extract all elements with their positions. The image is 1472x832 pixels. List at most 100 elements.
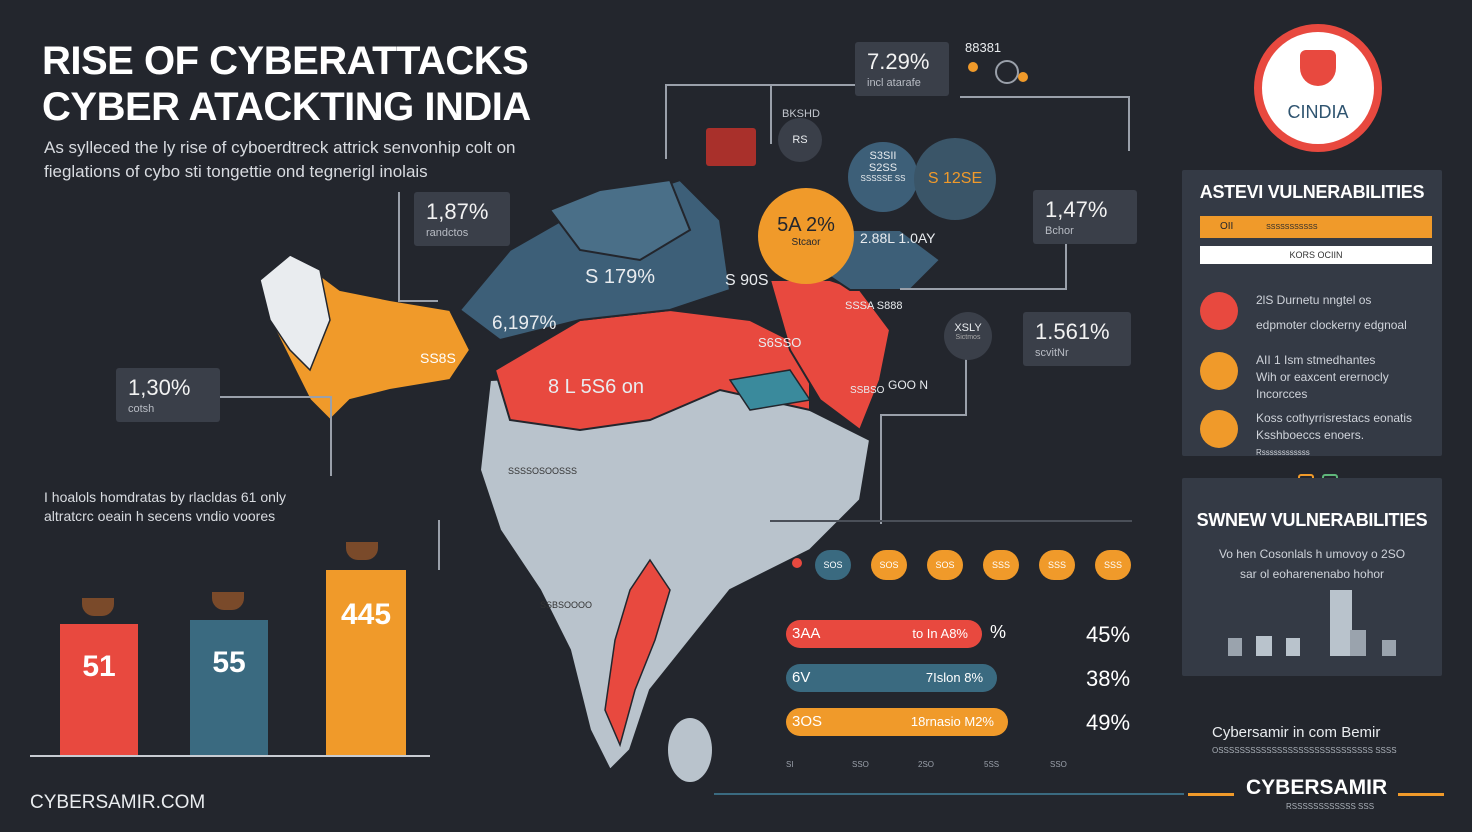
gooh-label: GOO N bbox=[888, 378, 929, 392]
subtitle-line-1: As sylleced the ly rise of cyboerdtreck … bbox=[44, 138, 516, 157]
tab-white[interactable]: KORS OCIIN bbox=[1200, 246, 1432, 264]
dots-row-item: SOS bbox=[815, 550, 851, 580]
progress-bar: 6V 7Islon 8% bbox=[786, 664, 997, 692]
callout-right-upper-value: 1,47% bbox=[1045, 197, 1108, 222]
bubble-left-line-1: S3SII bbox=[869, 150, 897, 162]
footer-url[interactable]: CYBERSAMIR.COM bbox=[30, 792, 206, 813]
title-line-2: CYBER ATACKTING INDIA bbox=[42, 85, 531, 129]
callout-right-upper-label: Bchor bbox=[1045, 225, 1074, 237]
callout-left-upper-label: randctos bbox=[426, 227, 469, 239]
tab-orange-sub: SSSSSSSSSSS bbox=[1266, 224, 1318, 231]
footer-tagline: Cybersamir in com Bemir bbox=[1212, 724, 1381, 741]
map-label-1: S 179% bbox=[585, 266, 656, 288]
mid-circle: RS bbox=[778, 118, 822, 162]
axis-tick: 2SO bbox=[918, 760, 935, 769]
vuln-bug-icon-1 bbox=[1200, 292, 1238, 330]
dots-row: SOS SOS SOS SSS SSS SSS bbox=[815, 548, 1135, 582]
mini-bar-6 bbox=[1382, 640, 1396, 656]
dots-row-item: SSS bbox=[1039, 550, 1075, 580]
plant-pot-icon-2 bbox=[212, 592, 244, 610]
logo-text: CINDIA bbox=[1287, 102, 1349, 122]
bar-3: 445 bbox=[326, 570, 406, 756]
axis-tick: SI bbox=[786, 760, 794, 769]
orange-bubble-sub: Stcaor bbox=[791, 237, 821, 248]
bar-caption-line-2: altratcrc oeain h secens vndio voores bbox=[44, 508, 276, 524]
map-label-center: SSSSOSOOSSS bbox=[508, 466, 578, 476]
progress-code: 6V bbox=[792, 669, 811, 686]
vuln-bug-icon-3 bbox=[1200, 410, 1238, 448]
mini-bar-3 bbox=[1286, 638, 1300, 656]
tab-orange[interactable]: OII SSSSSSSSSSS bbox=[1200, 216, 1432, 238]
new-panel-text-1: Vo hen Cosonlals h umovoy o 2SO bbox=[1218, 547, 1406, 561]
india-map bbox=[258, 178, 942, 782]
subtitle: As sylleced the ly rise of cyboerdtreck … bbox=[44, 136, 604, 184]
bar-caption-line-1: I hoalols homdratas by rlacldas 61 only bbox=[44, 489, 287, 505]
vuln-row-1-line-1: 2lS Durnetu nngtel os bbox=[1256, 293, 1372, 307]
progress-list: 3AA to In A8%% 45% 6V 7Islon 8% 38% 3OS 18rnasi… bbox=[786, 620, 1146, 760]
dots-row-item: SOS bbox=[927, 550, 963, 580]
orange-bubble: 5A 2% Stcaor bbox=[758, 188, 854, 284]
mid-circle-text: RS bbox=[792, 134, 808, 146]
progress-percent: 49% bbox=[1086, 710, 1131, 735]
subtitle-line-2: fieglations of cybo sti tongettie ond te… bbox=[44, 162, 428, 181]
progress-percent: 38% bbox=[1086, 666, 1131, 691]
plant-pot-icon-1 bbox=[82, 598, 114, 616]
bar-chart: 51 55 445 bbox=[50, 542, 430, 756]
bar-2: 55 bbox=[190, 620, 268, 756]
vuln-row-3-line-1: Koss cothyrrisrestacs eonatis bbox=[1256, 411, 1413, 425]
orange-bubble-value: 5A 2% bbox=[777, 214, 835, 236]
vuln-row-2-line-2: Wih or eaxcent erernocly bbox=[1256, 370, 1389, 384]
map-region-west-coast bbox=[604, 558, 671, 748]
map-label-4: 2.88L 1.0AY bbox=[860, 230, 936, 246]
vuln-row-2-line-3: Incorcces bbox=[1256, 387, 1308, 401]
bar-chart-axis bbox=[30, 755, 430, 757]
footer-brand-sub: RSSSSSSSSSSSS SSS bbox=[1286, 802, 1375, 811]
map-label-8: SSSA S888 bbox=[845, 300, 903, 312]
orange-dot-icon bbox=[968, 62, 978, 72]
callout-left-lower-label: cotsh bbox=[128, 403, 155, 415]
bar-3-label: 445 bbox=[340, 598, 392, 631]
axis-tick: SSO bbox=[1050, 760, 1067, 769]
progress-percent: 45% bbox=[1086, 622, 1131, 647]
bar-1-label: 51 bbox=[82, 650, 116, 683]
callout-top: 7.29% incl atarafe bbox=[855, 42, 949, 96]
callout-right-upper: 1,47% Bchor bbox=[1033, 190, 1137, 244]
hacker-icon bbox=[706, 128, 756, 166]
vuln-bug-icon-2 bbox=[1200, 352, 1238, 390]
callout-top-label: incl atarafe bbox=[867, 77, 921, 89]
callout-left-lower-value: 1,30% bbox=[128, 375, 191, 400]
map-label-9: SSBSO bbox=[850, 385, 885, 396]
map-label-7: S6SSO bbox=[758, 335, 802, 350]
new-vulnerabilities-panel: SWNEW VULNERABILITIES Vo hen Cosonlals h… bbox=[1182, 478, 1442, 676]
cindia-logo: CINDIA bbox=[1254, 24, 1382, 152]
plant-pot-icon-3 bbox=[346, 542, 378, 560]
progress-unit: % bbox=[990, 622, 1007, 642]
xsly-bubble: XSLY Sictmos bbox=[944, 312, 992, 360]
new-panel-title: SWNEW VULNERABILITIES bbox=[1196, 510, 1428, 530]
network-icon bbox=[995, 60, 1019, 84]
map-label-3: 6,197% bbox=[492, 313, 557, 334]
progress-code: 3OS bbox=[792, 713, 823, 730]
callout-left-lower: 1,30% cotsh bbox=[116, 368, 220, 422]
callout-right-lower-label: scvitNr bbox=[1035, 347, 1069, 359]
map-island bbox=[668, 718, 712, 782]
tab-orange-label: OII bbox=[1220, 221, 1234, 232]
bubble-left: S3SII S2SS SSSSSE SS bbox=[848, 142, 918, 212]
progress-text: 7Islon 8% bbox=[925, 670, 983, 685]
map-region-south bbox=[478, 368, 872, 772]
progress-text: to In A8% bbox=[912, 626, 968, 641]
vuln-row-3-line-2: Ksshboeccs enoers. bbox=[1256, 428, 1365, 442]
footer-brand: CYBERSAMIR bbox=[1246, 776, 1388, 799]
mini-bar-5 bbox=[1350, 630, 1366, 656]
callout-left-upper-value: 1,87% bbox=[426, 199, 489, 224]
mini-bar-2 bbox=[1256, 636, 1272, 656]
progress-text: 18rnasio M2% bbox=[910, 714, 994, 729]
callout-left-upper: 1,87% randctos bbox=[414, 192, 510, 246]
map-label-south: SSBSOOOO bbox=[540, 600, 593, 610]
progress-bar: 3AA to In A8% bbox=[786, 620, 982, 648]
axis-tick: 5SS bbox=[984, 760, 1000, 769]
xsly-text: XSLY bbox=[954, 322, 982, 334]
dot-marker-icon bbox=[792, 558, 802, 568]
active-panel-title: ASTEVI VULNERABILITIES bbox=[1199, 182, 1425, 202]
bubble-right-text: S 12SE bbox=[927, 170, 983, 187]
